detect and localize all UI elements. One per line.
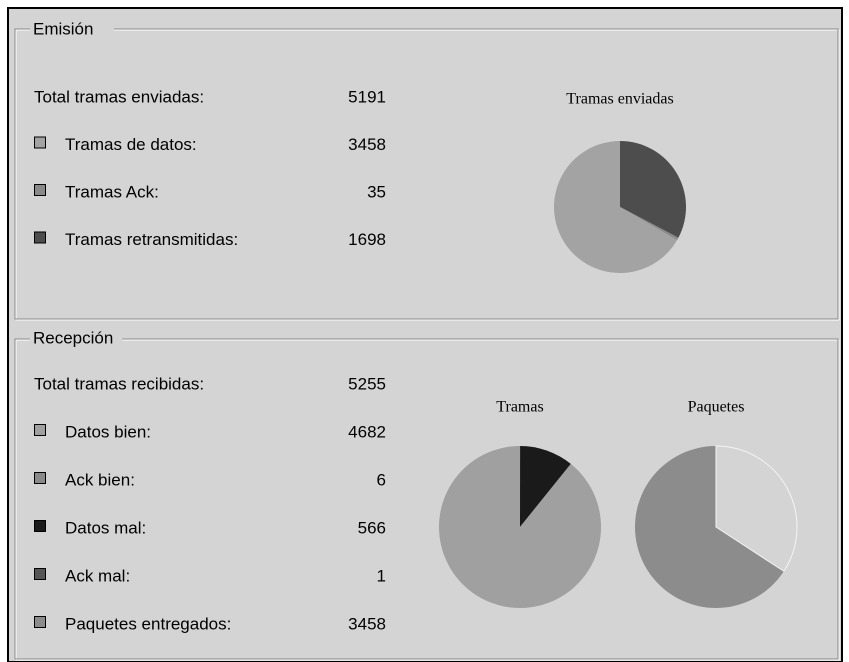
item-value: 1 [377,566,386,585]
item-label: Tramas retransmitidas: [65,230,238,249]
pie-slice [554,141,678,273]
pie-slice [635,446,784,608]
legend-swatch [34,472,46,484]
legend-swatch [34,616,46,628]
pie-title: Tramas enviadas [566,91,673,108]
legend-swatch [34,231,46,244]
item-label: Datos mal: [65,518,146,537]
legend-swatch [34,568,46,580]
recepcion-group-box [14,338,839,660]
pie-title: Tramas [496,399,543,416]
item-value: 1698 [348,230,386,249]
total-value: 5191 [348,87,386,106]
legend-swatch [34,520,46,532]
group-box-light [15,29,840,321]
total-value: 5255 [348,374,386,393]
pie-slice [520,446,571,527]
item-label: Tramas de datos: [65,135,197,154]
total-label: Total tramas enviadas: [34,87,204,106]
group-box-light [15,339,840,661]
pie-slice [715,445,798,572]
pie-slice [520,463,572,527]
pie-slice [620,141,686,238]
item-value: 566 [358,518,386,537]
legend-gap [30,329,122,349]
legend-gap [30,20,114,40]
total-label: Total tramas recibidas: [34,374,204,393]
item-label: Ack mal: [65,566,130,585]
pie-slice [439,446,601,608]
item-value: 6 [377,470,386,489]
item-value: 3458 [348,614,386,633]
item-label: Paquetes entregados: [65,614,231,633]
pie-slice [620,207,679,241]
item-value: 4682 [348,422,386,441]
item-label: Datos bien: [65,422,151,441]
item-label: Ack bien: [65,470,135,489]
emision-group-box [14,28,839,320]
legend-swatch [34,136,46,149]
pie-title: Paquetes [688,399,745,416]
item-value: 3458 [348,135,386,154]
item-value: 35 [367,182,386,201]
legend-swatch [34,184,46,196]
legend-swatch [34,424,46,436]
group-title: Emisión [33,19,93,38]
item-label: Tramas Ack: [65,182,159,201]
group-title: Recepción [33,328,113,347]
